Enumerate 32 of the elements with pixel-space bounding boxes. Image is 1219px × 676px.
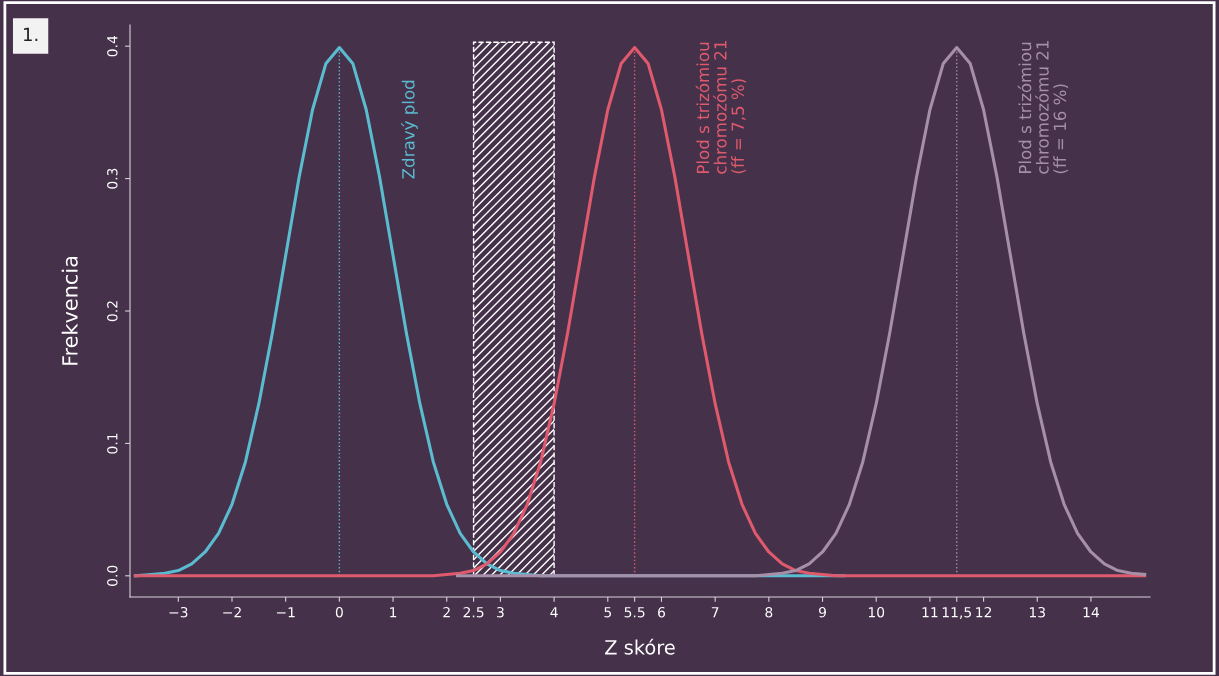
x-tick-label: −1 [276,607,295,618]
text: Zdravý plod [401,80,418,179]
x-tick-label: 9 [818,606,826,618]
x-tick-label: 2 [443,606,450,618]
text: 1. [23,27,38,41]
x-tick-label: 10 [868,606,885,618]
x-tick-label: −2 [223,606,241,618]
x-tick-label: 7 [711,607,719,618]
y-tick-label: 0.3 [107,168,118,189]
y-axis-title: Frekvencia [61,256,78,365]
x-tick-label: 2.5 [463,606,484,618]
y-tick-label: 0.2 [107,301,118,322]
text: Plod s trizómiou chromozómu 21 (ff = 7,5 %) [695,41,747,174]
x-tick-label: 14 [1083,607,1099,618]
x-tick-label: 0 [335,606,343,618]
x-tick-label: 5.5 [624,607,645,618]
x-tick-label: 4 [550,607,558,618]
y-tick-label: 0.4 [107,35,118,57]
x-tick-label: 11,5 [942,607,971,619]
x-tick-label: 13 [1029,606,1045,618]
x-tick-label: 5 [604,607,611,618]
x-tick-label: 12 [976,606,992,618]
x-axis-title: Z skóre [605,638,675,655]
y-tick-label: 0.0 [107,565,118,586]
y-tick-label: 0.1 [107,433,118,454]
x-tick-label: 3 [497,606,504,618]
text: Plod s trizómiou chromozómu 21 (ff = 16 %) [1017,41,1069,174]
x-tick-label: 1 [390,607,397,618]
x-tick-label: 8 [765,606,773,618]
x-tick-label: 6 [658,606,666,618]
x-tick-label: 11 [922,607,938,618]
x-tick-label: −3 [169,606,188,618]
